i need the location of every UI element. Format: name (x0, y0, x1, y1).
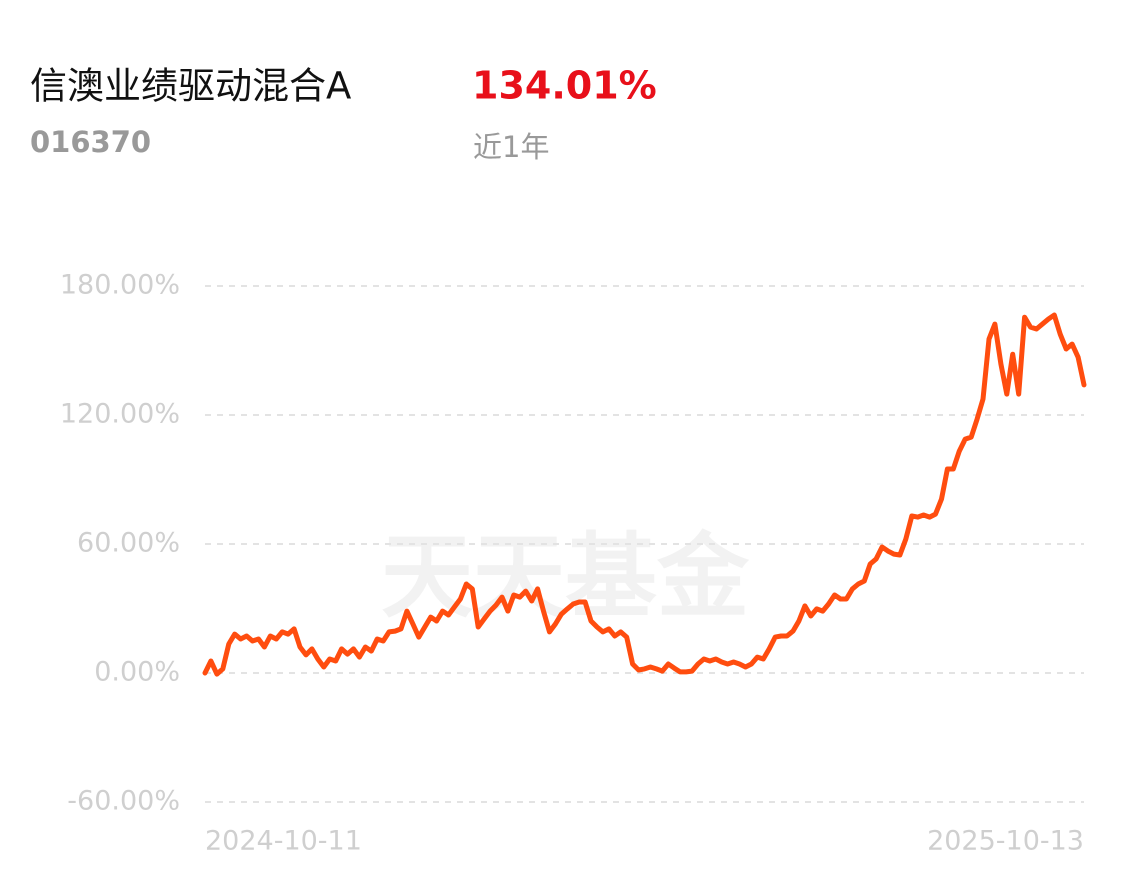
watermark: 天天基金 (381, 523, 750, 631)
x-tick-label: 2025-10-13 (927, 826, 1084, 857)
chart-title: 信澳业绩驱动混合A (30, 65, 351, 108)
y-tick-label: 60.00% (77, 528, 180, 559)
y-tick-label: 120.00% (60, 399, 180, 430)
y-tick-label: -60.00% (67, 786, 180, 817)
y-tick-label: 180.00% (60, 270, 180, 301)
return-value: 134.01% (472, 64, 657, 108)
price-line (202, 312, 1087, 677)
y-tick-label: 0.00% (94, 657, 180, 688)
fund-code: 016370 (30, 125, 151, 159)
x-tick-label: 2024-10-11 (205, 826, 362, 857)
period-label: 近1年 (473, 130, 549, 164)
